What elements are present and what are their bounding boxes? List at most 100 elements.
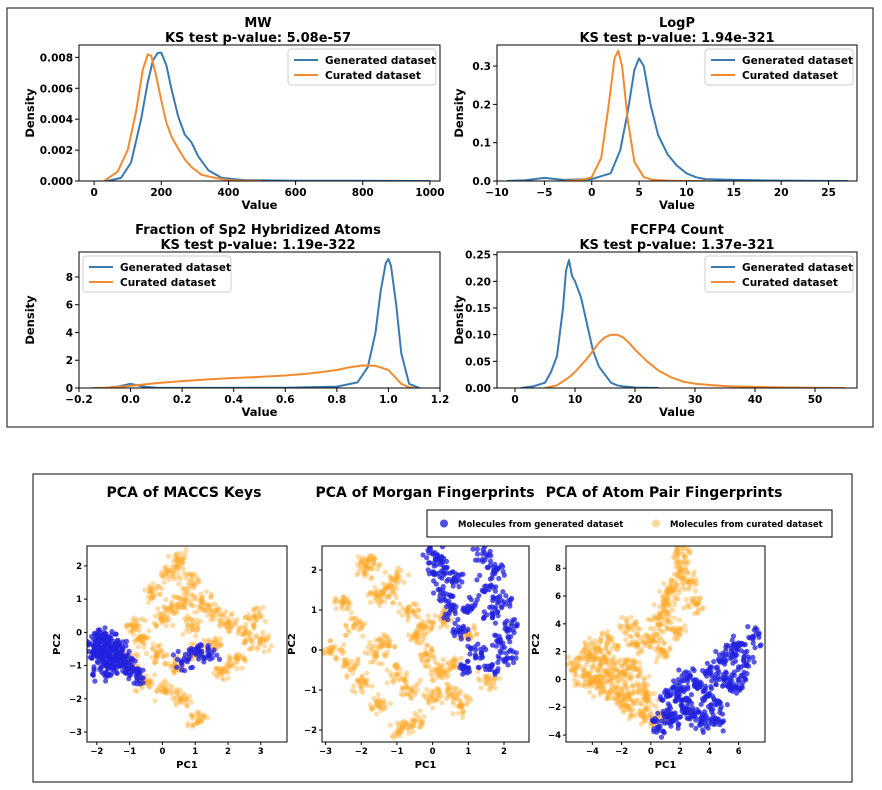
scatter-point-curated	[418, 625, 424, 631]
scatter-point-curated	[131, 615, 137, 621]
scatter-point-curated	[412, 634, 418, 640]
scatter-point-curated	[572, 682, 578, 688]
scatter-point-curated	[135, 617, 141, 623]
scatter-point-generated	[440, 569, 446, 575]
scatter-point-curated	[250, 622, 256, 628]
scatter-point-curated	[247, 635, 253, 641]
scatter-point-curated	[681, 575, 687, 581]
scatter-point-curated	[684, 604, 691, 610]
scatter-point-curated	[450, 695, 456, 701]
scatter-point-curated	[606, 677, 612, 683]
scatter-point-generated	[688, 692, 695, 698]
scatter-point-curated	[372, 591, 379, 597]
scatter-point-curated	[149, 596, 155, 602]
scatter-point-curated	[368, 647, 374, 653]
scatter-point-curated	[385, 640, 391, 646]
scatter-point-curated	[382, 585, 388, 591]
scatter-point-curated	[136, 623, 142, 629]
scatter-point-curated	[618, 669, 625, 675]
scatter-point-curated	[344, 606, 350, 612]
scatter-point-curated	[583, 662, 589, 668]
scatter-point-curated	[584, 655, 591, 661]
scatter-point-generated	[447, 570, 453, 576]
scatter-point-generated	[137, 681, 143, 687]
scatter-point-generated	[493, 584, 499, 590]
scatter-point-curated	[166, 682, 172, 688]
scatter-point-curated	[355, 657, 361, 664]
scatter-point-curated	[408, 694, 414, 701]
scatter-point-curated	[605, 695, 612, 701]
x-tick-label: 0	[159, 747, 165, 757]
scatter-point-curated	[137, 634, 143, 640]
scatter-point-curated	[436, 670, 442, 676]
scatter-point-curated	[683, 628, 689, 634]
scatter-point-curated	[406, 632, 412, 638]
scatter-point-curated	[660, 613, 667, 620]
scatter-point-curated	[189, 723, 195, 729]
scatter-point-curated	[644, 688, 650, 695]
scatter-point-curated	[355, 660, 361, 666]
scatter-point-curated	[328, 648, 334, 654]
scatter-point-curated	[160, 654, 166, 660]
scatter-point-curated	[384, 635, 390, 641]
scatter-point-curated	[144, 635, 150, 641]
scatter-point-generated	[102, 631, 108, 637]
scatter-point-curated	[381, 651, 387, 657]
scatter-point-curated	[188, 597, 194, 603]
scatter-point-curated	[339, 647, 345, 653]
scatter-point-curated	[682, 586, 688, 593]
scatter-point-generated	[498, 597, 504, 603]
scatter-point-curated	[588, 640, 595, 646]
y-tick-label: 2	[311, 566, 317, 576]
scatter-point-curated	[208, 594, 214, 601]
scatter-point-curated	[234, 659, 240, 665]
scatter-point-generated	[674, 689, 680, 695]
scatter-point-curated	[665, 593, 672, 599]
scatter-point-curated	[175, 594, 181, 600]
scatter-point-curated	[358, 625, 364, 632]
scatter-point-curated	[190, 620, 196, 626]
scatter-point-curated	[595, 673, 601, 680]
scatter-point-curated	[614, 678, 620, 684]
scatter-point-curated	[188, 602, 194, 608]
scatter-point-curated	[590, 682, 596, 688]
scatter-point-curated	[662, 594, 668, 600]
scatter-point-curated	[673, 631, 679, 638]
scatter-point-curated	[392, 644, 398, 650]
scatter-point-curated	[618, 626, 624, 632]
scatter-point-curated	[165, 553, 171, 560]
scatter-point-curated	[656, 634, 663, 640]
scatter-point-curated	[650, 638, 656, 644]
scatter-point-curated	[692, 600, 698, 606]
scatter-point-curated	[394, 666, 400, 672]
scatter-point-curated	[639, 691, 646, 697]
scatter-point-generated	[109, 664, 115, 670]
scatter-point-curated	[625, 703, 631, 709]
scatter-point-curated	[674, 549, 680, 555]
scatter-point-curated	[150, 589, 156, 596]
scatter-point-curated	[226, 617, 232, 624]
scatter-point-curated	[367, 640, 373, 646]
scatter-point-curated	[419, 656, 425, 662]
scatter-point-curated	[152, 672, 158, 678]
scatter-point-curated	[611, 687, 618, 693]
scatter-point-curated	[354, 572, 360, 578]
scatter-point-curated	[438, 624, 444, 630]
scatter-point-generated	[466, 665, 472, 671]
x-tick-label: 600	[285, 187, 307, 199]
scatter-point-curated	[383, 653, 389, 659]
scatter-point-curated	[172, 696, 178, 702]
scatter-point-curated	[592, 652, 598, 659]
scatter-point-curated	[177, 576, 183, 582]
scatter-point-curated	[407, 724, 413, 730]
scatter-point-curated	[134, 688, 140, 695]
scatter-point-generated	[115, 660, 121, 666]
scatter-point-curated	[464, 699, 470, 705]
scatter-point-curated	[634, 643, 640, 650]
scatter-point-curated	[373, 650, 380, 656]
scatter-point-curated	[384, 585, 390, 591]
scatter-point-generated	[474, 546, 480, 552]
scatter-point-curated	[463, 695, 469, 701]
scatter-point-curated	[362, 677, 368, 683]
scatter-point-generated	[472, 653, 479, 659]
